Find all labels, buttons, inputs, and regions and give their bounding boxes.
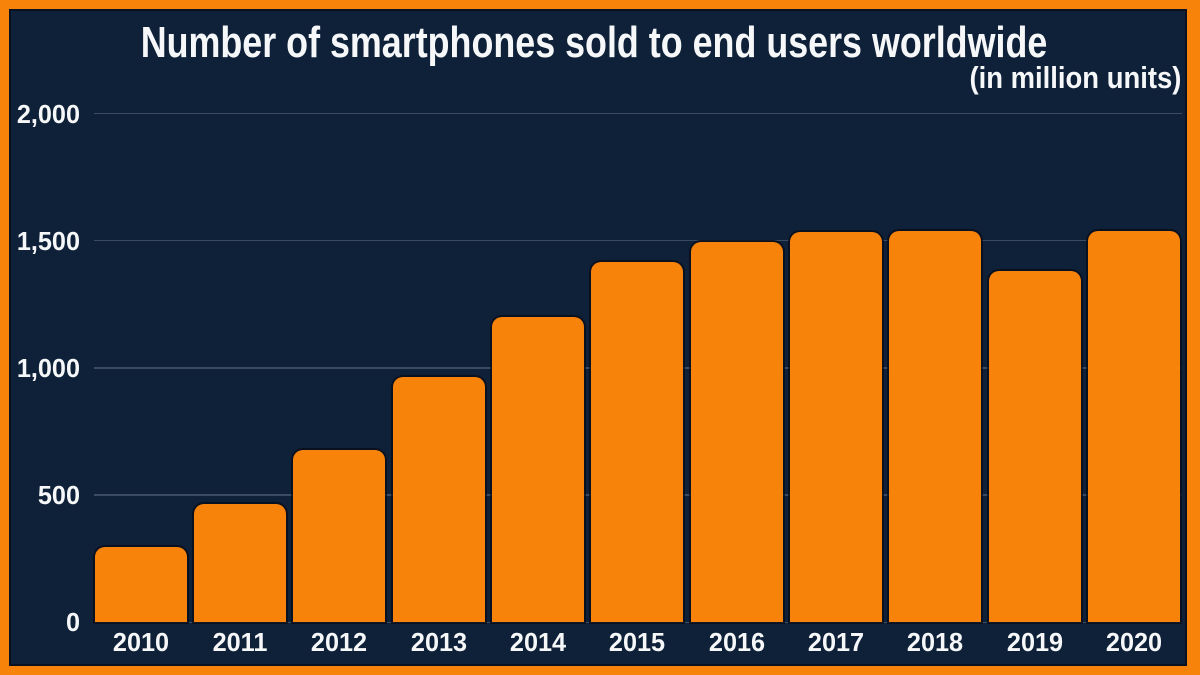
y-tick-label-1000: 1,000 [16,352,80,383]
x-tick-label-2017: 2017 [807,629,865,657]
x-tick-label-2014: 2014 [509,629,567,657]
x-tick-label-2019: 2019 [1006,629,1063,657]
x-tick-label-2011: 2011 [212,629,268,657]
gridline-0 [94,621,1182,623]
bar-2019 [988,271,1081,623]
bar-2014 [491,317,584,623]
y-tick-label-500: 500 [37,480,80,511]
bar-2018 [889,230,982,623]
x-tick-label-2018: 2018 [907,629,964,657]
y-tick-label-1500: 1,500 [16,225,80,256]
x-tick-label-2020: 2020 [1105,629,1162,657]
gridline-1500 [94,240,1182,242]
x-tick-label-2012: 2012 [311,629,368,657]
gridline-2000 [94,112,1182,115]
bar-2012 [293,450,386,623]
bar-2020 [1087,231,1180,623]
chart-title: Number of smartphones sold to end users … [140,18,1048,67]
bar-2010 [94,547,187,623]
x-tick-label-2015: 2015 [609,629,666,657]
x-tick-label-2010: 2010 [112,629,169,657]
bar-2015 [591,262,684,623]
x-tick-label-2013: 2013 [410,629,467,657]
bar-2013 [392,376,485,623]
bar-2016 [690,241,783,623]
bar-2017 [789,231,882,623]
y-tick-label-0: 0 [65,607,80,638]
y-tick-label-2000: 2,000 [16,98,80,129]
chart-subtitle: (in million units) [969,60,1181,95]
x-tick-label-2016: 2016 [708,629,765,657]
bar-2011 [194,503,287,623]
